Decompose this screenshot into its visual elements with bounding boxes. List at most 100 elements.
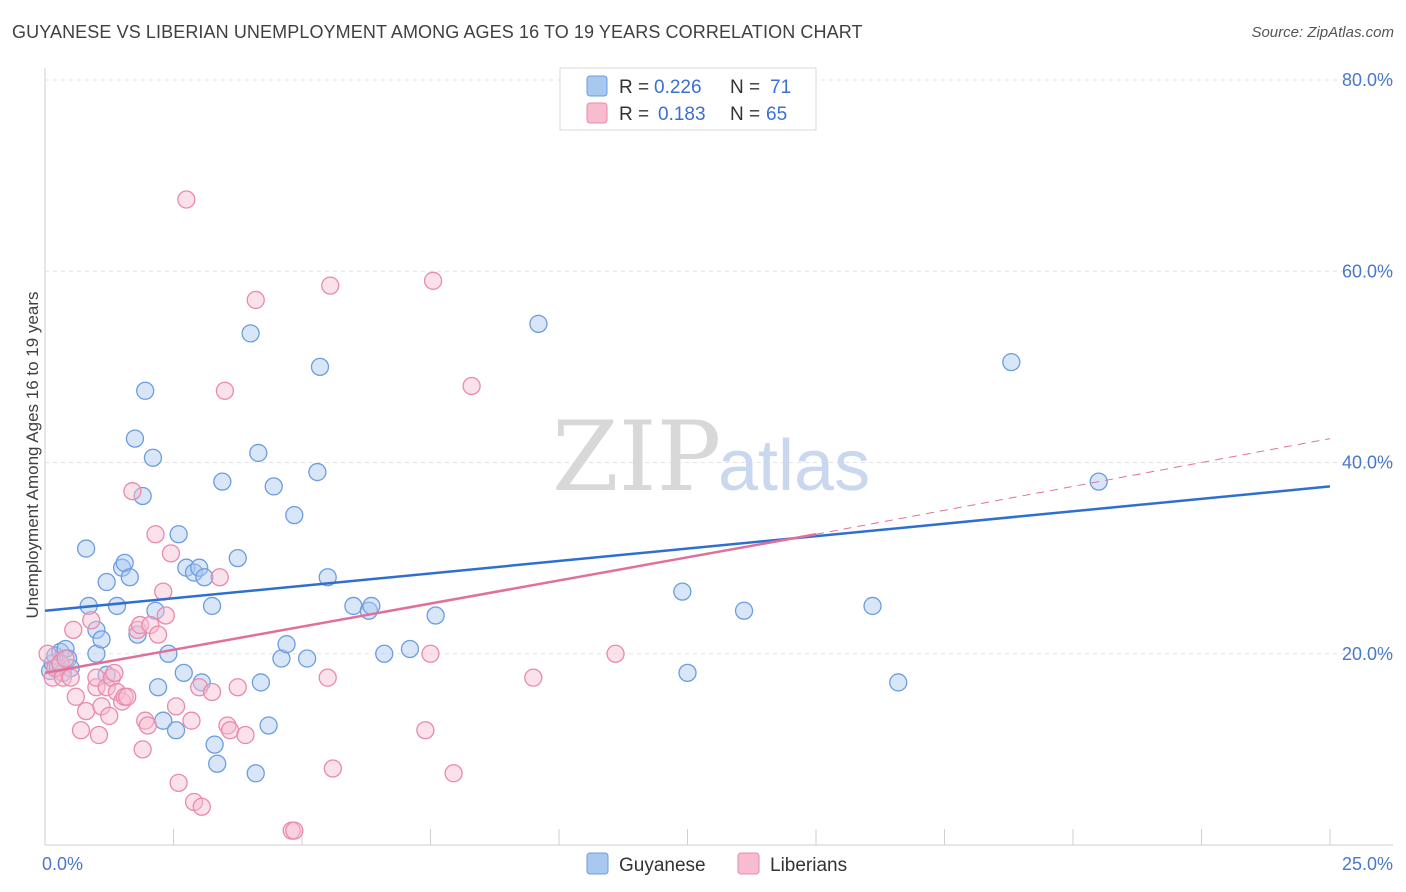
- point-guyanese: [202, 596, 222, 616]
- x-tick-label: 25.0%: [1342, 854, 1393, 874]
- point-liberians: [82, 611, 101, 630]
- point-guyanese: [251, 673, 271, 692]
- watermark-zip: ZIP: [552, 401, 721, 513]
- legend-n-value-1: 71: [770, 77, 791, 98]
- point-liberians: [102, 668, 121, 687]
- point-guyanese: [529, 314, 548, 333]
- point-guyanese: [76, 539, 96, 558]
- legend-n-label-2: N =: [730, 104, 760, 125]
- point-guyanese: [264, 477, 283, 496]
- point-liberians: [118, 687, 137, 706]
- point-guyanese: [120, 568, 139, 587]
- y-axis-label: Unemployment Among Ages 16 to 19 years: [23, 292, 42, 619]
- point-guyanese: [673, 582, 692, 601]
- point-liberians: [130, 615, 150, 635]
- legend-r-value-2: 0.183: [658, 104, 706, 125]
- point-liberians: [141, 615, 160, 635]
- grid-lines: [45, 79, 1393, 655]
- point-liberians: [161, 544, 181, 563]
- point-liberians: [416, 721, 435, 740]
- trend-extension-liberians: [815, 438, 1331, 535]
- point-guyanese: [133, 486, 152, 506]
- y-tick-labels: 20.0% 40.0% 60.0% 80.0%: [1342, 70, 1393, 664]
- chart-source: Source: ZipAtlas.com: [1251, 24, 1394, 41]
- point-guyanese: [241, 324, 260, 343]
- point-guyanese: [195, 568, 214, 587]
- point-liberians: [421, 644, 440, 663]
- point-liberians: [61, 668, 80, 687]
- point-liberians: [87, 678, 106, 697]
- point-liberians: [318, 668, 337, 687]
- watermark: ZIP atlas: [552, 401, 870, 513]
- point-guyanese: [285, 505, 304, 525]
- legend-r-label-2: R =: [619, 104, 649, 125]
- point-liberians: [228, 678, 247, 697]
- legend: R = 0.226 N = 71 R = 0.183 N = 65: [559, 67, 817, 131]
- point-guyanese: [107, 596, 127, 616]
- point-liberians: [321, 276, 340, 295]
- point-guyanese: [143, 448, 163, 467]
- point-guyanese: [97, 572, 116, 592]
- point-guyanese: [148, 678, 168, 697]
- point-guyanese: [136, 381, 155, 400]
- point-guyanese: [213, 472, 232, 491]
- point-liberians: [133, 740, 152, 759]
- point-liberians: [92, 697, 111, 716]
- point-guyanese: [92, 630, 111, 649]
- y-tick-label: 80.0%: [1342, 70, 1393, 90]
- point-guyanese: [166, 721, 186, 740]
- legend-swatch-liberians: [586, 102, 608, 124]
- point-liberians: [169, 773, 188, 792]
- point-liberians: [423, 271, 443, 290]
- point-guyanese: [174, 663, 193, 683]
- y-tick-label: 40.0%: [1342, 453, 1393, 473]
- point-guyanese: [400, 639, 420, 659]
- y-tick-label: 60.0%: [1342, 261, 1393, 281]
- point-guyanese: [205, 735, 224, 754]
- point-liberians: [66, 687, 85, 706]
- point-liberians: [202, 682, 222, 702]
- point-guyanese: [208, 754, 227, 773]
- point-liberians: [166, 697, 186, 716]
- trend-lines: [44, 438, 1331, 675]
- point-guyanese: [228, 548, 247, 568]
- point-liberians: [64, 620, 83, 639]
- point-guyanese: [308, 462, 327, 482]
- point-guyanese: [246, 764, 265, 783]
- point-liberians: [100, 706, 119, 726]
- bottom-legend-swatch-liberians: [737, 852, 760, 875]
- point-liberians: [156, 606, 175, 625]
- point-guyanese: [889, 673, 908, 692]
- axes: [44, 68, 1393, 846]
- point-liberians: [146, 525, 165, 544]
- point-liberians: [97, 678, 116, 697]
- bottom-legend-label-guyanese: Guyanese: [619, 855, 706, 876]
- chart-title: GUYANESE VS LIBERIAN UNEMPLOYMENT AMONG …: [12, 22, 863, 42]
- point-liberians: [444, 764, 463, 783]
- legend-n-value-2: 65: [766, 104, 787, 125]
- legend-r-label-1: R =: [619, 77, 649, 98]
- legend-r-value-1: 0.226: [654, 77, 702, 98]
- point-liberians: [218, 716, 237, 735]
- point-liberians: [215, 381, 235, 400]
- point-liberians: [138, 716, 157, 735]
- point-guyanese: [678, 663, 697, 683]
- point-guyanese: [375, 644, 394, 663]
- point-liberians: [285, 821, 304, 840]
- point-guyanese: [115, 553, 134, 573]
- point-guyanese: [87, 620, 106, 639]
- point-liberians: [38, 644, 57, 663]
- point-liberians: [136, 711, 155, 730]
- point-guyanese: [734, 601, 754, 620]
- point-guyanese: [159, 644, 178, 663]
- point-liberians: [236, 725, 255, 745]
- point-guyanese: [87, 644, 106, 663]
- point-guyanese: [863, 596, 882, 616]
- x-tick-label: 0.0%: [42, 854, 83, 874]
- point-guyanese: [146, 601, 165, 620]
- point-liberians: [71, 721, 91, 740]
- data-points: [38, 190, 1108, 840]
- watermark-atlas: atlas: [718, 426, 870, 506]
- trend-line-guyanese: [44, 485, 1331, 612]
